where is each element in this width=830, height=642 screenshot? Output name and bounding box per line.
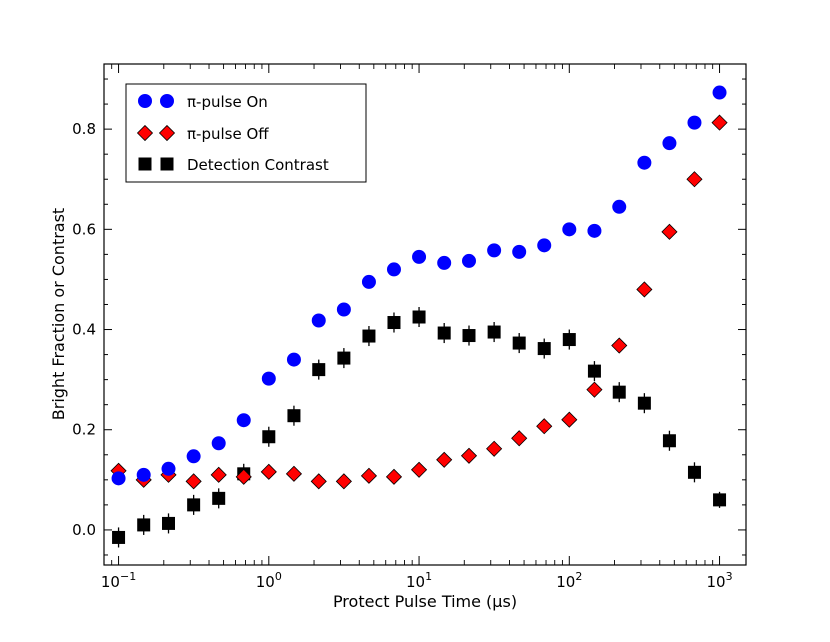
data-point-circle: [386, 262, 401, 277]
data-point-square: [262, 430, 276, 444]
y-tick-label: 0.6: [72, 220, 96, 238]
data-point-diamond: [536, 418, 553, 435]
legend-marker-square: [160, 157, 174, 171]
data-point-square: [462, 329, 476, 343]
legend-label-pi-pulse-off: π-pulse Off: [187, 125, 269, 143]
data-point-square: [137, 518, 151, 532]
y-tick-label: 0.0: [72, 521, 96, 539]
legend-marker-diamond: [158, 124, 176, 142]
data-point-square: [562, 333, 576, 347]
series-circle-group: [111, 85, 727, 486]
data-point-diamond: [460, 447, 478, 464]
data-point-diamond: [561, 411, 578, 428]
data-point-diamond: [611, 337, 628, 354]
data-point-circle: [311, 313, 326, 328]
data-point-square: [162, 516, 176, 530]
data-point-circle: [336, 302, 351, 317]
data-point-square: [362, 329, 376, 343]
data-point-diamond: [486, 440, 503, 457]
data-point-circle: [562, 222, 577, 237]
data-point-circle: [136, 467, 151, 482]
data-point-diamond: [511, 430, 528, 447]
data-point-square: [512, 336, 526, 350]
data-point-circle: [361, 274, 376, 289]
data-point-circle: [687, 115, 702, 130]
data-point-circle: [587, 223, 602, 238]
plot-frame: [103, 63, 747, 566]
data-point-circle: [111, 471, 126, 486]
data-point-square: [312, 363, 326, 377]
y-tick-label: 0.8: [72, 120, 96, 138]
data-point-square: [187, 498, 201, 512]
data-point-square: [713, 493, 727, 507]
data-point-diamond: [285, 465, 303, 482]
data-point-square: [687, 465, 701, 479]
data-point-square: [287, 409, 301, 423]
data-point-diamond: [185, 473, 202, 490]
data-point-circle: [537, 238, 552, 253]
data-point-diamond: [686, 171, 703, 188]
data-point-circle: [612, 199, 627, 214]
data-point-square: [587, 364, 601, 378]
data-point-diamond: [235, 468, 252, 485]
data-point-square: [337, 351, 351, 365]
data-point-circle: [461, 253, 476, 268]
data-point-diamond: [360, 467, 378, 484]
y-tick-label: 0.4: [72, 321, 96, 339]
data-point-diamond: [410, 461, 428, 478]
data-point-square: [387, 316, 401, 330]
legend-label-pi-pulse-on: π-pulse On: [187, 93, 268, 111]
series-layer: [110, 85, 728, 548]
data-point-circle: [286, 352, 301, 367]
data-point-diamond: [636, 281, 653, 298]
data-point-square: [487, 325, 501, 339]
legend: π-pulse On π-pulse Off Detection Contras…: [125, 83, 367, 183]
data-point-square: [612, 385, 626, 399]
data-point-square: [412, 310, 426, 324]
data-point-circle: [637, 155, 652, 170]
legend-marker-diamond: [136, 124, 154, 142]
legend-marker-circle: [138, 94, 152, 108]
data-point-circle: [261, 371, 276, 386]
legend-markers: [136, 94, 176, 171]
data-point-diamond: [661, 223, 678, 240]
legend-label-detection-contrast: Detection Contrast: [187, 156, 329, 174]
data-point-diamond: [260, 463, 277, 480]
legend-marker-circle: [160, 94, 174, 108]
data-point-square: [637, 396, 651, 410]
data-point-circle: [186, 449, 201, 464]
legend-marker-square: [138, 157, 152, 171]
y-tick-label: 0.2: [72, 421, 96, 439]
y-axis-label: Bright Fraction or Contrast: [49, 208, 68, 420]
series-square-group: [112, 306, 727, 548]
data-point-square: [212, 491, 226, 505]
data-point-diamond: [335, 473, 352, 490]
data-point-circle: [211, 436, 226, 451]
data-point-circle: [412, 249, 427, 264]
data-point-diamond: [586, 381, 603, 398]
data-point-circle: [437, 255, 452, 270]
data-point-diamond: [310, 473, 327, 490]
data-point-circle: [662, 136, 677, 151]
data-point-diamond: [711, 114, 728, 131]
data-point-diamond: [210, 466, 227, 483]
data-point-circle: [712, 85, 727, 100]
data-point-circle: [512, 244, 527, 259]
data-point-circle: [161, 461, 176, 476]
series-diamond-group: [110, 114, 728, 490]
data-point-diamond: [436, 451, 453, 468]
data-point-square: [112, 530, 126, 544]
data-point-circle: [487, 243, 502, 258]
x-axis-label: Protect Pulse Time (μs): [333, 592, 517, 611]
data-point-circle: [236, 413, 251, 428]
data-point-diamond: [385, 468, 403, 485]
data-point-square: [437, 326, 451, 340]
data-point-square: [662, 434, 676, 448]
data-point-square: [537, 342, 551, 356]
